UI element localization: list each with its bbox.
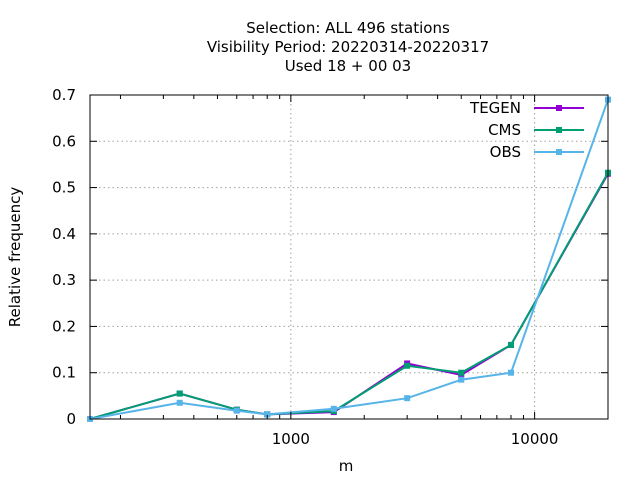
data-point-obs [233, 407, 240, 414]
data-point-cms [404, 362, 411, 369]
data-point-cms [176, 390, 183, 397]
data-point-obs [176, 399, 183, 406]
title-line-3: Used 18 + 00 03 [285, 57, 411, 75]
title-line-2: Visibility Period: 20220314-20220317 [207, 38, 489, 56]
title-line-1: Selection: ALL 496 stations [246, 19, 450, 37]
data-point-cms [458, 369, 465, 376]
y-tick-label: 0.3 [52, 271, 76, 289]
grid [90, 95, 608, 419]
series-line-obs [89, 99, 609, 420]
legend-marker-tegen [556, 105, 562, 111]
y-tick-label: 0.4 [52, 225, 76, 243]
y-tick-label: 0.6 [52, 132, 76, 150]
x-tick-label: 1000 [272, 430, 310, 448]
data-point-obs [264, 411, 271, 418]
y-tick-label: 0.5 [52, 179, 76, 197]
y-tick-label: 0.7 [52, 86, 76, 104]
legend-label-cms: CMS [488, 121, 521, 139]
plot-frame [89, 94, 609, 420]
legend-marker-obs [556, 149, 562, 155]
legend: TEGEN CMS OBS [469, 99, 584, 161]
data-point-obs [458, 376, 465, 383]
series-cms [87, 169, 611, 422]
series-tegen [87, 170, 611, 422]
series-line-cms [89, 172, 609, 420]
data-point-obs [507, 369, 514, 376]
x-tick-label: 10000 [511, 430, 559, 448]
y-tick-label: 0.1 [52, 364, 76, 382]
data-point-obs [404, 395, 411, 402]
series-line-tegen [89, 173, 609, 420]
y-tick-label: 0 [66, 410, 76, 428]
legend-label-obs: OBS [490, 143, 521, 161]
legend-marker-cms [556, 127, 562, 133]
y-axis-label: Relative frequency [6, 187, 24, 328]
legend-label-tegen: TEGEN [469, 99, 521, 117]
axis-ticks: 0 0.1 0.2 0.3 0.4 0.5 0.6 0.7 1000 10000 [52, 86, 609, 448]
data-point-obs [330, 405, 337, 412]
data-point-cms [507, 341, 514, 348]
y-tick-label: 0.2 [52, 317, 76, 335]
x-axis-label: m [339, 457, 354, 475]
